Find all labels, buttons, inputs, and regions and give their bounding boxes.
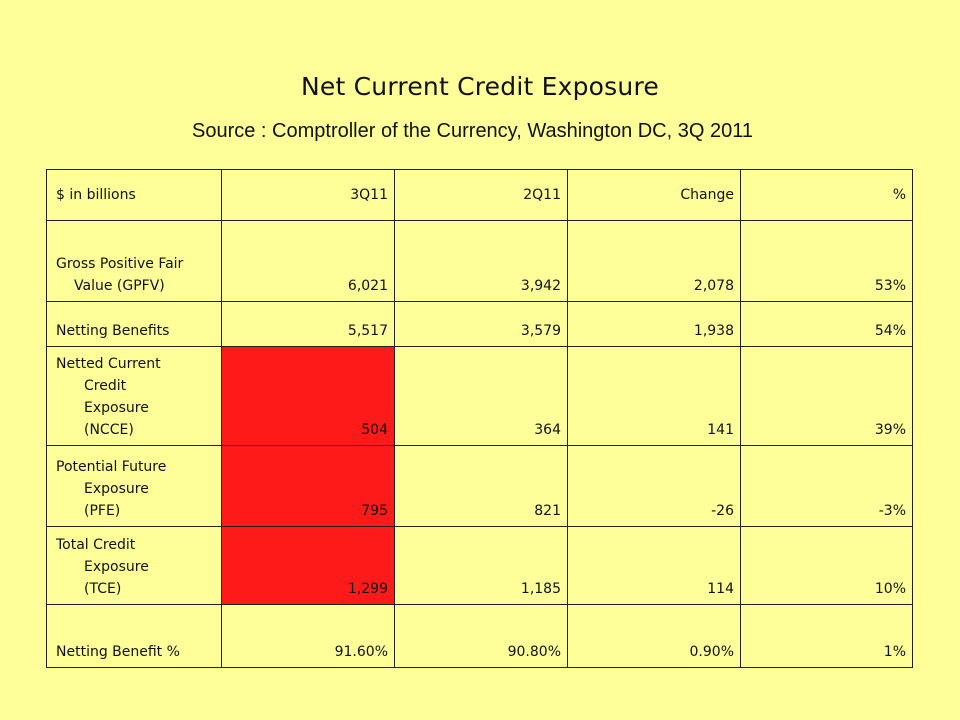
row-label-pfe-line-1: Potential Future xyxy=(56,459,167,475)
slide-title: Net Current Credit Exposure xyxy=(301,72,659,101)
cell-ncce-2q11: 364 xyxy=(394,346,568,446)
row-label-tce-line-1: Total Credit xyxy=(56,537,136,553)
row-label-ncce-line-3: Exposure xyxy=(84,400,149,416)
cell-gpfv-percent: 53% xyxy=(740,220,913,302)
cell-pfe-percent: -3% xyxy=(740,445,913,527)
row-label-tce-line-2: Exposure xyxy=(84,559,149,575)
header-units: $ in billions xyxy=(46,169,222,221)
table-row-ncce: Netted Current Credit Exposure (NCCE) 50… xyxy=(46,346,913,446)
row-label-ncce: Netted Current Credit Exposure (NCCE) xyxy=(46,346,222,446)
table-row-tce: Total Credit Exposure (TCE) 1,299 1,185 … xyxy=(46,526,913,605)
cell-gpfv-2q11: 3,942 xyxy=(394,220,568,302)
cell-pfe-3q11: 795 xyxy=(221,445,395,527)
header-change: Change xyxy=(567,169,741,221)
cell-gpfv-change: 2,078 xyxy=(567,220,741,302)
cell-netting-benefits-percent: 54% xyxy=(740,301,913,347)
header-percent: % xyxy=(740,169,913,221)
row-label-ncce-line-2: Credit xyxy=(84,378,127,394)
row-label-pfe-line-2: Exposure xyxy=(84,481,149,497)
row-label-tce-line-3: (TCE) xyxy=(84,581,122,597)
cell-gpfv-3q11: 6,021 xyxy=(221,220,395,302)
row-label-netting-benefit-percent: Netting Benefit % xyxy=(46,604,222,668)
cell-pfe-change: -26 xyxy=(567,445,741,527)
row-label-gpfv: Gross Positive Fair Value (GPFV) xyxy=(46,220,222,302)
cell-netting-benefits-3q11: 5,517 xyxy=(221,301,395,347)
cell-tce-change: 114 xyxy=(567,526,741,605)
cell-tce-3q11: 1,299 xyxy=(221,526,395,605)
table-row-gpfv: Gross Positive Fair Value (GPFV) 6,021 3… xyxy=(46,220,913,302)
cell-tce-2q11: 1,185 xyxy=(394,526,568,605)
table-row-netting-benefits: Netting Benefits 5,517 3,579 1,938 54% xyxy=(46,301,913,347)
row-label-netting-benefits-line-1: Netting Benefits xyxy=(56,323,170,339)
cell-netting-benefit-percent-3q11: 91.60% xyxy=(221,604,395,668)
cell-ncce-3q11: 504 xyxy=(221,346,395,446)
cell-pfe-2q11: 821 xyxy=(394,445,568,527)
cell-ncce-percent: 39% xyxy=(740,346,913,446)
row-label-pfe: Potential Future Exposure (PFE) xyxy=(46,445,222,527)
cell-netting-benefit-percent-2q11: 90.80% xyxy=(394,604,568,668)
header-3q11: 3Q11 xyxy=(221,169,395,221)
cell-netting-benefits-2q11: 3,579 xyxy=(394,301,568,347)
row-label-netting-benefits: Netting Benefits xyxy=(46,301,222,347)
row-label-ncce-line-1: Netted Current xyxy=(56,356,161,372)
table-row-netting-benefit-percent: Netting Benefit % 91.60% 90.80% 0.90% 1% xyxy=(46,604,913,668)
row-label-gpfv-line-2: Value (GPFV) xyxy=(74,278,165,294)
row-label-pfe-line-3: (PFE) xyxy=(84,503,121,519)
cell-netting-benefit-percent-percent: 1% xyxy=(740,604,913,668)
cell-tce-percent: 10% xyxy=(740,526,913,605)
row-label-netting-benefit-percent-line-1: Netting Benefit % xyxy=(56,644,180,660)
row-label-gpfv-line-1: Gross Positive Fair xyxy=(56,256,184,272)
cell-netting-benefit-percent-change: 0.90% xyxy=(567,604,741,668)
row-label-tce: Total Credit Exposure (TCE) xyxy=(46,526,222,605)
header-2q11: 2Q11 xyxy=(394,169,568,221)
credit-exposure-table: $ in billions 3Q11 2Q11 Change % Gross P… xyxy=(46,169,913,668)
row-label-ncce-line-4: (NCCE) xyxy=(84,422,134,438)
cell-ncce-change: 141 xyxy=(567,346,741,446)
table-row-pfe: Potential Future Exposure (PFE) 795 821 … xyxy=(46,445,913,527)
table-header-row: $ in billions 3Q11 2Q11 Change % xyxy=(46,169,913,221)
cell-netting-benefits-change: 1,938 xyxy=(567,301,741,347)
slide-subtitle: Source : Comptroller of the Currency, Wa… xyxy=(192,120,753,142)
